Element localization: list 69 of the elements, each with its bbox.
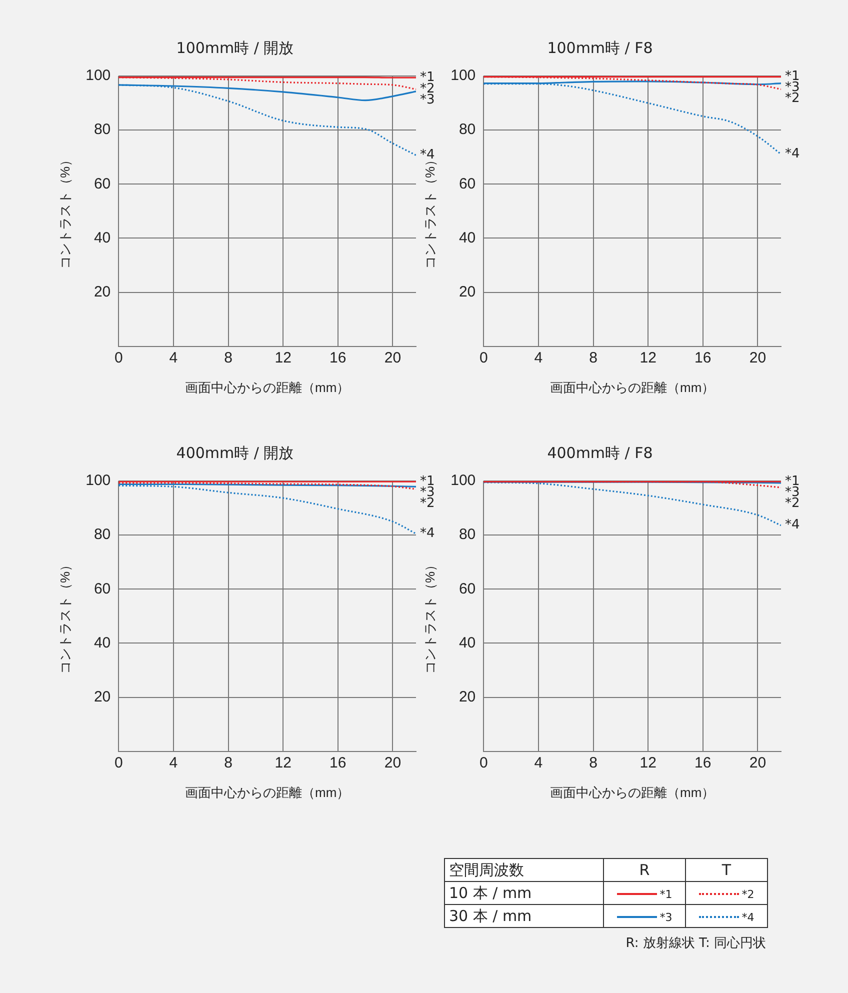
x-tick-label: 4 bbox=[534, 350, 543, 367]
text: 30 本 / mm bbox=[444, 904, 604, 928]
x-axis-title: 画面中心からの距離（mm） bbox=[184, 380, 350, 395]
x-tick-label: 16 bbox=[694, 754, 712, 772]
chart-title: 400mm時 / F8 bbox=[547, 444, 653, 462]
y-tick-label: 20 bbox=[458, 688, 476, 706]
x-tick-label: 4 bbox=[534, 754, 543, 772]
x-tick-label: 8 bbox=[589, 350, 598, 367]
chart-title: 100mm時 / F8 bbox=[547, 38, 653, 57]
y-tick-label: 80 bbox=[94, 121, 111, 138]
y-tick-label: 80 bbox=[458, 526, 476, 544]
y-tick-label: 40 bbox=[458, 229, 476, 246]
y-tick-label: 20 bbox=[94, 688, 111, 706]
chart-title: 400mm時 / 開放 bbox=[176, 444, 294, 462]
x-tick-label: 8 bbox=[224, 754, 232, 772]
text: 10 本 / mm bbox=[444, 882, 604, 904]
x-tick-label: 20 bbox=[384, 350, 402, 367]
x-tick-label: 4 bbox=[169, 754, 178, 772]
y-axis-title: コントラスト（%） bbox=[57, 153, 72, 269]
x-tick-label: 0 bbox=[114, 754, 123, 772]
x-tick-label: 4 bbox=[169, 350, 178, 367]
text: *2 bbox=[742, 888, 754, 901]
x-tick-label: 16 bbox=[330, 754, 346, 772]
y-tick-label: 100 bbox=[86, 472, 111, 490]
series-label: *4 bbox=[785, 518, 800, 533]
x-tick-label: 12 bbox=[640, 754, 656, 772]
y-tick-label: 100 bbox=[86, 67, 111, 84]
x-tick-label: 16 bbox=[330, 350, 346, 367]
x-tick-label: 16 bbox=[694, 350, 712, 367]
x-tick-label: 0 bbox=[479, 350, 488, 367]
y-tick-label: 60 bbox=[458, 175, 476, 192]
y-tick-label: 60 bbox=[458, 580, 476, 598]
text: T bbox=[686, 858, 768, 882]
y-tick-label: 80 bbox=[94, 526, 111, 544]
x-tick-label: 20 bbox=[384, 754, 402, 772]
text: *1 bbox=[660, 888, 672, 901]
y-axis-title: コントラスト（%） bbox=[422, 558, 438, 674]
text: *3 bbox=[660, 911, 672, 924]
x-tick-label: 20 bbox=[749, 350, 766, 367]
y-tick-label: 20 bbox=[458, 283, 476, 300]
text: R bbox=[604, 858, 686, 882]
x-tick-label: 12 bbox=[640, 350, 656, 367]
y-tick-label: 40 bbox=[94, 229, 111, 246]
y-tick-label: 20 bbox=[94, 283, 111, 300]
y-tick-label: 100 bbox=[450, 67, 476, 84]
x-axis-title: 画面中心からの距離（mm） bbox=[550, 784, 715, 800]
y-tick-label: 40 bbox=[94, 634, 111, 652]
y-tick-label: 80 bbox=[458, 121, 476, 138]
x-tick-label: 20 bbox=[749, 754, 766, 772]
y-tick-label: 60 bbox=[94, 580, 111, 598]
x-tick-label: 8 bbox=[589, 754, 598, 772]
y-axis-title: コントラスト（%） bbox=[57, 558, 72, 674]
series-label: *4 bbox=[420, 148, 435, 163]
y-tick-label: 40 bbox=[458, 634, 476, 652]
x-tick-label: 12 bbox=[274, 754, 292, 772]
x-axis-title: 画面中心からの距離（mm） bbox=[184, 784, 350, 800]
x-tick-label: 8 bbox=[224, 350, 232, 367]
chart-title: 100mm時 / 開放 bbox=[176, 38, 294, 57]
x-tick-label: 0 bbox=[114, 350, 123, 367]
y-tick-label: 60 bbox=[94, 175, 111, 192]
text: *4 bbox=[742, 911, 754, 924]
text: R: 放射線状 T: 同心円状 bbox=[624, 935, 767, 952]
y-tick-label: 100 bbox=[450, 472, 476, 490]
x-axis-title: 画面中心からの距離（mm） bbox=[550, 380, 715, 395]
x-tick-label: 12 bbox=[274, 350, 292, 367]
series-label: *4 bbox=[785, 146, 800, 162]
series-label: *4 bbox=[420, 526, 435, 542]
x-tick-label: 0 bbox=[479, 754, 488, 772]
text: 空間周波数 bbox=[444, 858, 604, 882]
